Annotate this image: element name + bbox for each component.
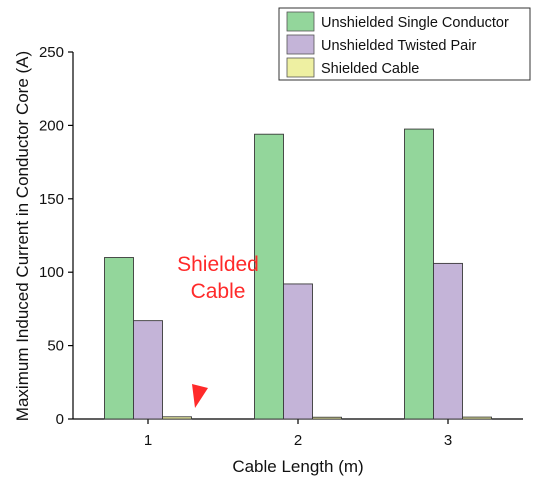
bar-series-2-cat-1 [133, 320, 163, 420]
annotation: Shielded Cable [177, 253, 259, 408]
legend-swatch-unshielded-single [286, 11, 315, 32]
x-tick-label: 1 [144, 432, 152, 449]
annotation-arrow [192, 306, 216, 408]
annotation-line-2: Cable [191, 280, 246, 303]
bar-series-1-cat-1 [104, 257, 134, 420]
bar-series-1-cat-3 [404, 128, 434, 420]
bar-series-1-cat-2 [254, 133, 284, 420]
legend-box [278, 7, 531, 81]
bar-series-3-cat-2 [312, 416, 342, 420]
y-tick-label: 100 [39, 264, 64, 281]
legend: Unshielded Single Conductor Unshielded T… [278, 7, 531, 81]
legend-label-twisted-pair: Unshielded Twisted Pair [321, 38, 476, 54]
bar-series-2-cat-2 [283, 283, 313, 420]
x-axis-ticks: 1 2 3 [144, 419, 452, 449]
bar-series [104, 128, 492, 420]
y-tick-label: 200 [39, 117, 64, 134]
y-tick-label: 150 [39, 191, 64, 208]
y-axis-ticks: 0 50 100 150 200 250 [39, 44, 73, 428]
annotation-line-1: Shielded [177, 253, 259, 276]
legend-label-unshielded-single: Unshielded Single Conductor [321, 15, 509, 31]
x-tick-label: 2 [294, 432, 302, 449]
bar-series-3-cat-3 [462, 416, 492, 420]
x-axis-title: Cable Length (m) [232, 457, 363, 476]
y-tick-label: 250 [39, 44, 64, 61]
legend-swatch-twisted-pair [286, 34, 315, 55]
legend-swatch-shielded [286, 57, 315, 78]
y-axis-title: Maximum Induced Current in Conductor Cor… [13, 51, 32, 421]
y-tick-label: 0 [56, 411, 64, 428]
y-tick-label: 50 [47, 338, 64, 355]
bar-series-2-cat-3 [433, 262, 463, 420]
x-tick-label: 3 [444, 432, 452, 449]
bar-series-3-cat-1 [162, 416, 192, 420]
legend-label-shielded: Shielded Cable [321, 61, 419, 77]
